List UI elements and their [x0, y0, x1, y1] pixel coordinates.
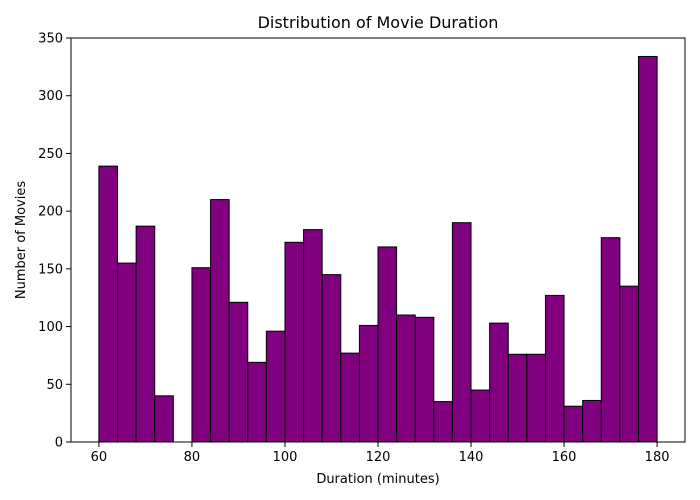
y-axis: 0 50 100 150 200 250 300 350 — [38, 32, 71, 451]
x-tick-label: 120 — [366, 450, 391, 465]
histogram-bar — [414, 316, 435, 443]
histogram-bar — [210, 199, 230, 443]
histogram-bar — [396, 314, 416, 443]
x-tick-label: 140 — [459, 450, 484, 465]
histogram-bar — [284, 241, 305, 443]
histogram-bar — [358, 324, 379, 443]
y-tick-label: 50 — [46, 378, 63, 393]
x-tick-label: 60 — [91, 450, 108, 465]
y-axis-label: Number of Movies — [14, 181, 29, 299]
histogram-bar — [247, 361, 267, 443]
histogram-bar — [117, 262, 137, 443]
histogram-bar — [544, 294, 565, 443]
x-axis: 60 80 100 120 140 160 180 — [91, 442, 670, 465]
histogram-bar — [637, 55, 658, 443]
x-tick-label: 80 — [184, 450, 201, 465]
y-tick-label: 150 — [38, 262, 63, 277]
x-tick-label: 160 — [552, 450, 577, 465]
histogram-bar — [470, 389, 491, 443]
histogram-bar — [451, 222, 472, 443]
histogram-bar — [228, 301, 249, 443]
histogram-bar — [303, 229, 323, 443]
chart-title: Distribution of Movie Duration — [258, 13, 499, 32]
histogram-bar — [340, 352, 360, 443]
histogram-bar — [321, 274, 342, 443]
histogram-bar — [563, 405, 584, 443]
histogram-bar — [377, 246, 398, 443]
histogram-bar — [582, 399, 602, 443]
histogram-bar — [619, 285, 639, 443]
histogram-bar — [489, 322, 509, 443]
histogram-bar — [265, 330, 286, 443]
y-tick-label: 300 — [38, 89, 63, 104]
x-tick-label: 100 — [273, 450, 298, 465]
y-tick-label: 250 — [38, 147, 63, 162]
y-tick-label: 100 — [38, 320, 63, 335]
histogram-bar — [507, 353, 528, 443]
histogram-bar — [433, 401, 453, 443]
y-tick-label: 200 — [38, 205, 63, 220]
x-axis-label: Duration (minutes) — [316, 472, 439, 487]
histogram-bar — [154, 395, 174, 443]
bars-group — [98, 55, 658, 443]
y-tick-label: 350 — [38, 32, 63, 47]
histogram-bar — [98, 165, 119, 443]
y-tick-label: 0 — [55, 436, 63, 451]
histogram-bar — [135, 225, 156, 443]
histogram-bar — [600, 237, 621, 443]
histogram-bar — [191, 267, 212, 443]
histogram-bar — [526, 353, 546, 443]
x-tick-label: 180 — [645, 450, 670, 465]
